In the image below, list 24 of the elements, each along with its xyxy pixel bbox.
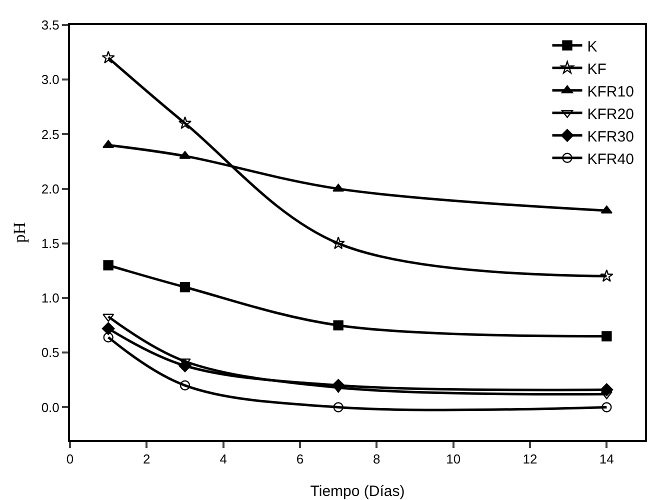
y-tick-label: 1.0 — [41, 290, 60, 306]
legend-label: K — [587, 38, 598, 56]
x-tick-label: 6 — [296, 452, 304, 467]
legend-label: KFR40 — [587, 150, 634, 168]
x-tick-label: 12 — [522, 452, 538, 467]
x-tick-label: 4 — [220, 452, 227, 467]
y-tick-label: 3.5 — [41, 18, 60, 33]
y-tick-label: 2.0 — [41, 181, 60, 196]
legend-label: KFR10 — [587, 83, 634, 100]
x-tick-label: 8 — [373, 452, 380, 467]
y-tick-label: 1.5 — [41, 236, 60, 251]
y-tick-label: 3.0 — [41, 72, 60, 88]
legend-label: KFR20 — [587, 106, 634, 123]
y-tick-label: 0.0 — [41, 400, 60, 415]
y-tick-label: 2.5 — [41, 126, 60, 142]
x-tick-label: 10 — [446, 452, 461, 467]
x-tick-label: 0 — [66, 452, 74, 467]
x-axis-title: Tiempo (Días) — [310, 483, 405, 500]
x-tick-label: 2 — [143, 452, 150, 467]
y-tick-label: 0.5 — [41, 345, 60, 360]
x-tick-label: 14 — [599, 452, 614, 467]
y-axis-title: pH — [10, 222, 29, 243]
legend-label: KFR30 — [587, 128, 634, 146]
legend-label: KF — [587, 60, 606, 78]
